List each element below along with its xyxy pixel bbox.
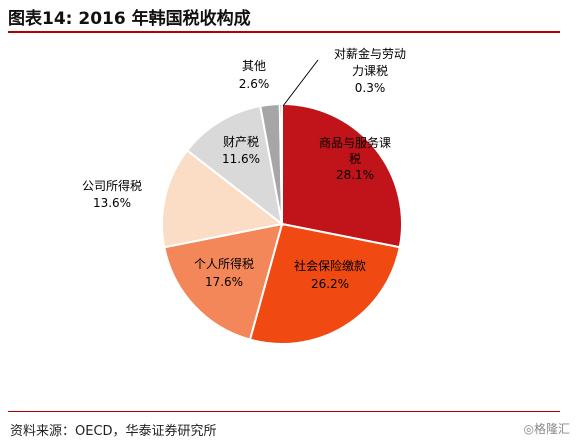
- watermark: ◎格隆汇: [523, 422, 570, 436]
- slice-label: 社会保险缴款 26.2%: [294, 258, 366, 291]
- slice-label: 对薪金与劳动力课税 0.3%: [334, 46, 406, 95]
- pie-slice: [161, 149, 285, 249]
- pie-slice: [278, 102, 283, 225]
- source-note: 资料来源：OECD，华泰证券研究所: [10, 424, 217, 439]
- chart-title: 图表14: 2016 年韩国税收构成: [8, 9, 251, 29]
- leader-line: [282, 59, 319, 107]
- pie-slice: [248, 222, 401, 345]
- slice-label: 财产税 11.6%: [222, 135, 260, 166]
- pie-slice: [281, 102, 403, 249]
- pie-slice: [163, 222, 284, 341]
- slice-label: 商品与服务课税 28.1%: [319, 135, 391, 182]
- slice-label: 其他 2.6%: [239, 59, 270, 91]
- slice-label: 公司所得税 13.6%: [82, 178, 142, 210]
- footer-divider: [8, 411, 560, 412]
- pie-slice: [185, 104, 284, 227]
- slice-label: 个人所得税 17.6%: [194, 256, 254, 289]
- title-divider: [8, 31, 560, 33]
